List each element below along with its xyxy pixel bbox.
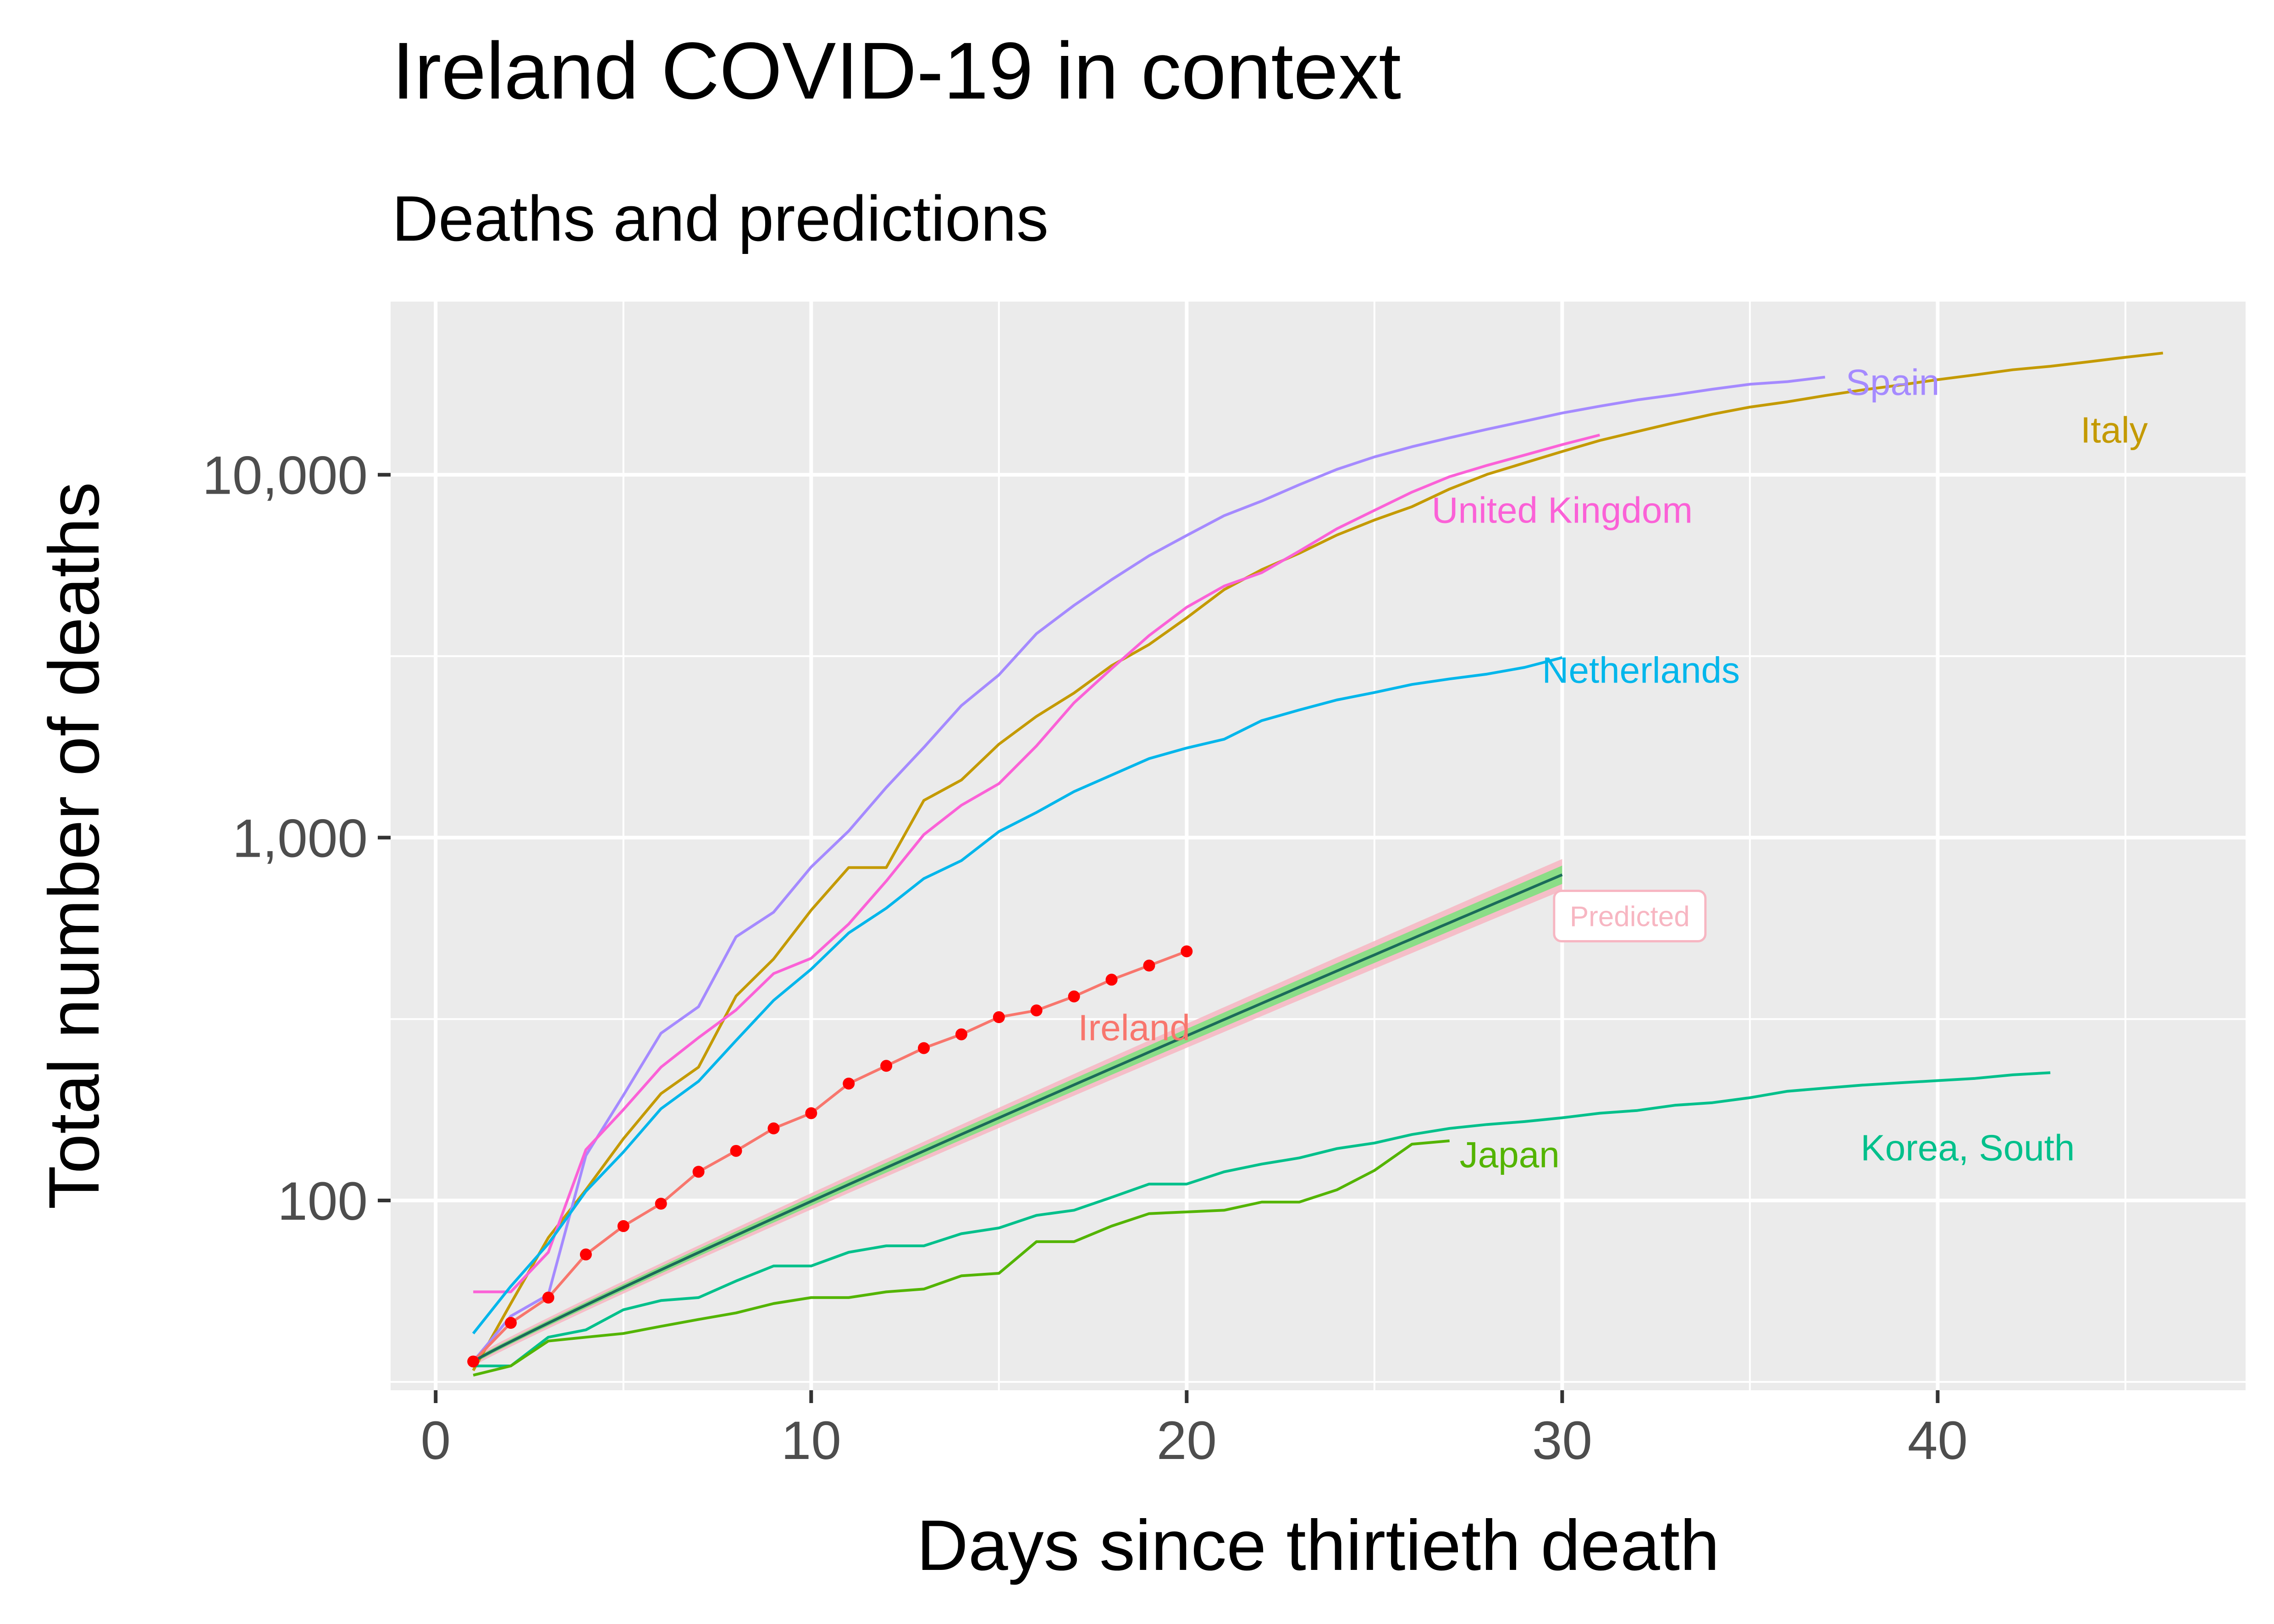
ireland-point: [692, 1166, 705, 1178]
series-line-korea-south: [473, 1071, 2051, 1367]
ireland-point: [918, 1042, 930, 1054]
predicted-label-box: [1553, 889, 1707, 942]
label-spain: Spain: [1846, 362, 1940, 403]
ireland-point: [542, 1291, 554, 1304]
chart-subtitle: Deaths and predictions: [392, 182, 1049, 254]
ireland-point: [993, 1011, 1005, 1024]
x-axis-title: Days since thirtieth death: [916, 1506, 1720, 1585]
prediction-line-group: [472, 873, 1563, 1363]
minor-gridlines: [391, 302, 2246, 1390]
ireland-point: [580, 1248, 592, 1261]
series-lines: [472, 352, 2164, 1377]
ireland-point: [730, 1145, 742, 1157]
series-line-united-kingdom: [473, 434, 1601, 1294]
label-netherlands: Netherlands: [1542, 650, 1740, 690]
plot-panel: [391, 302, 2246, 1390]
y-tick-label: 10,000: [202, 446, 368, 506]
x-tick-label: 0: [420, 1410, 451, 1471]
series-line-netherlands: [472, 656, 1563, 1335]
predicted-label: Predicted: [1570, 901, 1690, 932]
x-tick-label: 30: [1532, 1410, 1592, 1471]
series-line-japan: [473, 1139, 1450, 1377]
prediction-line: [472, 873, 1563, 1363]
ireland-point: [880, 1060, 893, 1072]
ireland-point: [505, 1317, 517, 1329]
ireland-point: [617, 1220, 629, 1232]
series-labels: Spain Italy United Kingdom Netherlands Irela…: [1078, 362, 2147, 1175]
chart-title: Ireland COVID-19 in context: [392, 26, 1401, 116]
label-korea-south: Korea, South: [1860, 1127, 2075, 1168]
ireland-point: [1143, 959, 1155, 972]
label-united-kingdom: United Kingdom: [1432, 490, 1693, 530]
axes: 0 10 20 30 40 100 1,000 10,000: [202, 446, 1968, 1471]
y-tick-label: 100: [277, 1171, 368, 1232]
series-line-ireland: [472, 950, 1187, 1363]
series-line-italy: [472, 352, 2164, 1371]
ireland-point: [767, 1122, 780, 1134]
ireland-point: [805, 1107, 817, 1119]
ireland-point: [955, 1028, 967, 1040]
ireland-points: [467, 945, 1193, 1368]
series-line-spain: [472, 375, 1826, 1363]
label-italy: Italy: [2081, 410, 2148, 451]
ireland-point: [843, 1077, 855, 1090]
y-axis-title: Total number of deaths: [34, 482, 114, 1210]
ireland-point: [467, 1355, 480, 1368]
x-tick-label: 10: [781, 1410, 841, 1471]
ireland-point: [1030, 1004, 1043, 1017]
label-ireland: Ireland: [1078, 1007, 1190, 1048]
ireland-point: [655, 1198, 667, 1210]
ireland-point: [1105, 974, 1118, 986]
x-tick-label: 40: [1908, 1410, 1968, 1471]
ireland-point: [1181, 945, 1193, 958]
y-tick-label: 1,000: [232, 808, 368, 869]
x-tick-label: 20: [1157, 1410, 1217, 1471]
label-japan: Japan: [1460, 1134, 1560, 1175]
ireland-point: [1068, 990, 1080, 1002]
